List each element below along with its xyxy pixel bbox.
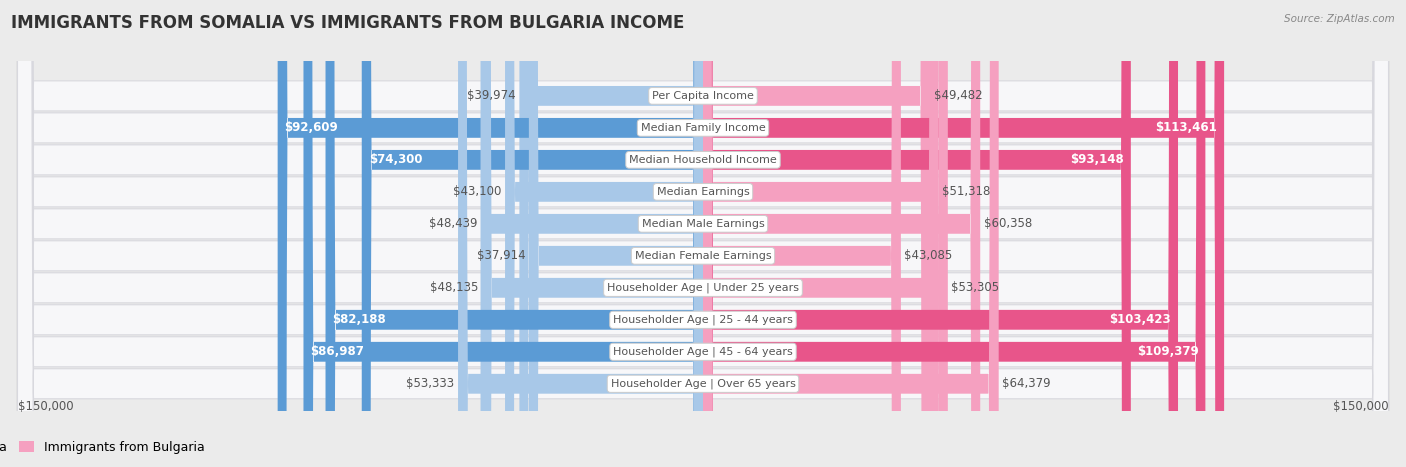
FancyBboxPatch shape bbox=[703, 0, 948, 467]
FancyBboxPatch shape bbox=[703, 0, 901, 467]
FancyBboxPatch shape bbox=[17, 0, 1389, 467]
Text: $53,305: $53,305 bbox=[952, 281, 1000, 294]
Text: Householder Age | 45 - 64 years: Householder Age | 45 - 64 years bbox=[613, 347, 793, 357]
Text: $48,135: $48,135 bbox=[430, 281, 478, 294]
FancyBboxPatch shape bbox=[481, 0, 703, 467]
Text: $113,461: $113,461 bbox=[1156, 121, 1218, 134]
Text: $103,423: $103,423 bbox=[1109, 313, 1171, 326]
FancyBboxPatch shape bbox=[277, 0, 703, 467]
FancyBboxPatch shape bbox=[703, 0, 1205, 467]
FancyBboxPatch shape bbox=[17, 0, 1389, 467]
Text: Householder Age | 25 - 44 years: Householder Age | 25 - 44 years bbox=[613, 315, 793, 325]
Text: Median Family Income: Median Family Income bbox=[641, 123, 765, 133]
FancyBboxPatch shape bbox=[17, 0, 1389, 467]
FancyBboxPatch shape bbox=[17, 0, 1389, 467]
FancyBboxPatch shape bbox=[17, 0, 1389, 467]
Text: $92,609: $92,609 bbox=[284, 121, 339, 134]
FancyBboxPatch shape bbox=[703, 0, 1225, 467]
FancyBboxPatch shape bbox=[304, 0, 703, 467]
FancyBboxPatch shape bbox=[703, 0, 1178, 467]
Text: Median Household Income: Median Household Income bbox=[628, 155, 778, 165]
Text: $93,148: $93,148 bbox=[1070, 153, 1123, 166]
Text: $150,000: $150,000 bbox=[1333, 400, 1389, 413]
Text: $64,379: $64,379 bbox=[1002, 377, 1050, 390]
FancyBboxPatch shape bbox=[326, 0, 703, 467]
Text: $43,100: $43,100 bbox=[453, 185, 502, 198]
FancyBboxPatch shape bbox=[458, 0, 703, 467]
FancyBboxPatch shape bbox=[482, 0, 703, 467]
FancyBboxPatch shape bbox=[17, 0, 1389, 467]
Text: Source: ZipAtlas.com: Source: ZipAtlas.com bbox=[1284, 14, 1395, 24]
FancyBboxPatch shape bbox=[17, 0, 1389, 467]
Text: Median Earnings: Median Earnings bbox=[657, 187, 749, 197]
Text: Householder Age | Over 65 years: Householder Age | Over 65 years bbox=[610, 379, 796, 389]
Text: $39,974: $39,974 bbox=[467, 89, 516, 102]
FancyBboxPatch shape bbox=[529, 0, 703, 467]
Text: Householder Age | Under 25 years: Householder Age | Under 25 years bbox=[607, 283, 799, 293]
FancyBboxPatch shape bbox=[703, 0, 939, 467]
Text: $74,300: $74,300 bbox=[368, 153, 422, 166]
Text: $60,358: $60,358 bbox=[984, 217, 1032, 230]
Text: Median Male Earnings: Median Male Earnings bbox=[641, 219, 765, 229]
FancyBboxPatch shape bbox=[519, 0, 703, 467]
Legend: Immigrants from Somalia, Immigrants from Bulgaria: Immigrants from Somalia, Immigrants from… bbox=[0, 441, 205, 454]
Text: $49,482: $49,482 bbox=[934, 89, 983, 102]
Text: $37,914: $37,914 bbox=[477, 249, 526, 262]
Text: $82,188: $82,188 bbox=[332, 313, 387, 326]
FancyBboxPatch shape bbox=[361, 0, 703, 467]
Text: $51,318: $51,318 bbox=[942, 185, 990, 198]
FancyBboxPatch shape bbox=[17, 0, 1389, 467]
FancyBboxPatch shape bbox=[505, 0, 703, 467]
Text: Median Female Earnings: Median Female Earnings bbox=[634, 251, 772, 261]
FancyBboxPatch shape bbox=[703, 0, 1130, 467]
Text: $53,333: $53,333 bbox=[406, 377, 454, 390]
Text: $150,000: $150,000 bbox=[17, 400, 73, 413]
FancyBboxPatch shape bbox=[17, 0, 1389, 467]
Text: $43,085: $43,085 bbox=[904, 249, 953, 262]
Text: $86,987: $86,987 bbox=[311, 345, 364, 358]
Text: Per Capita Income: Per Capita Income bbox=[652, 91, 754, 101]
Text: $48,439: $48,439 bbox=[429, 217, 477, 230]
Text: $109,379: $109,379 bbox=[1136, 345, 1198, 358]
FancyBboxPatch shape bbox=[703, 0, 980, 467]
Text: IMMIGRANTS FROM SOMALIA VS IMMIGRANTS FROM BULGARIA INCOME: IMMIGRANTS FROM SOMALIA VS IMMIGRANTS FR… bbox=[11, 14, 685, 32]
FancyBboxPatch shape bbox=[703, 0, 998, 467]
FancyBboxPatch shape bbox=[17, 0, 1389, 467]
FancyBboxPatch shape bbox=[703, 0, 931, 467]
